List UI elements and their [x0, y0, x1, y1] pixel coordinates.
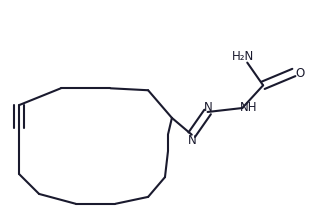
Text: O: O: [295, 67, 305, 80]
Text: N: N: [188, 134, 197, 147]
Text: N: N: [204, 101, 213, 114]
Text: NH: NH: [239, 101, 257, 114]
Text: H₂N: H₂N: [232, 50, 254, 63]
